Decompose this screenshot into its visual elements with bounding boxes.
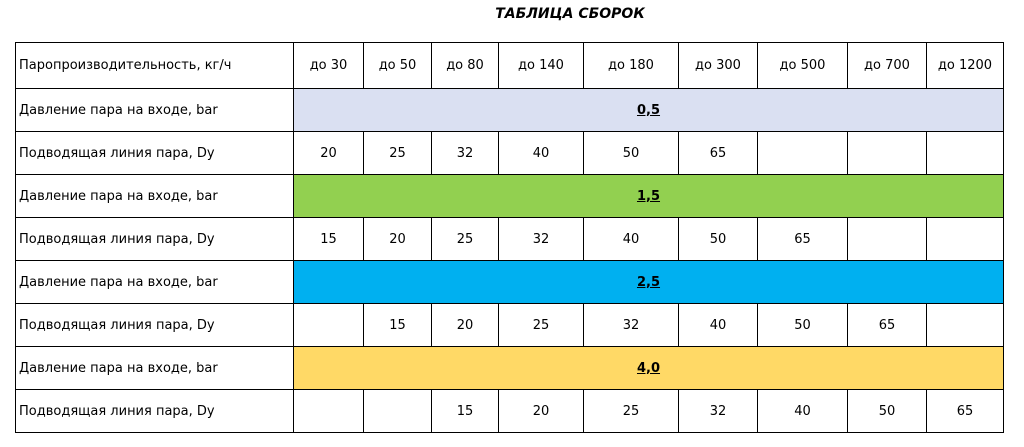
cell (926, 303, 1004, 347)
cell: 50 (583, 131, 679, 175)
row-label: Давление пара на входе, bar (15, 88, 294, 132)
cell: 65 (678, 131, 758, 175)
row-label: Подводящая линия пара, Dy (15, 131, 294, 175)
row-label: Подводящая линия пара, Dy (15, 389, 294, 433)
row-label: Подводящая линия пара, Dy (15, 217, 294, 261)
header-cell: до 80 (431, 42, 499, 89)
header-label: Паропроизводительность, кг/ч (15, 42, 294, 89)
cell: 25 (431, 217, 499, 261)
pressure-value: 2,5 (293, 260, 1004, 304)
row: Давление пара на входе, bar 2,5 (15, 260, 1004, 304)
cell: 40 (583, 217, 679, 261)
header-cell: до 700 (847, 42, 927, 89)
row-label: Давление пара на входе, bar (15, 260, 294, 304)
cell: 20 (431, 303, 499, 347)
row: Подводящая линия пара, Dy 15 20 25 32 40 50 65 (15, 217, 1004, 261)
cell (293, 303, 364, 347)
cell: 50 (847, 389, 927, 433)
cell: 25 (363, 131, 432, 175)
row: Подводящая линия пара, Dy 15 20 25 32 40 50 65 (15, 389, 1004, 433)
header-cell: до 50 (363, 42, 432, 89)
header-cell: до 140 (498, 42, 584, 89)
cell: 65 (847, 303, 927, 347)
cell: 32 (678, 389, 758, 433)
cell (363, 389, 432, 433)
cell: 65 (757, 217, 848, 261)
header-row: Паропроизводительность, кг/ч до 30 до 50 до… (15, 42, 1004, 89)
row: Давление пара на входе, bar 1,5 (15, 174, 1004, 218)
title: ТАБЛИЦА СБОРОК (495, 6, 645, 22)
row-label: Подводящая линия пара, Dy (15, 303, 294, 347)
cell: 65 (926, 389, 1004, 433)
header-cell: до 1200 (926, 42, 1004, 89)
cell: 50 (757, 303, 848, 347)
cell (293, 389, 364, 433)
cell: 15 (293, 217, 364, 261)
pressure-value: 1,5 (293, 174, 1004, 218)
row: Подводящая линия пара, Dy 15 20 25 32 40 50 65 (15, 303, 1004, 347)
assembly-table: Паропроизводительность, кг/ч до 30 до 50 до… (15, 42, 1004, 433)
cell: 25 (498, 303, 584, 347)
row: Давление пара на входе, bar 0,5 (15, 88, 1004, 132)
cell: 20 (293, 131, 364, 175)
row: Давление пара на входе, bar 4,0 (15, 346, 1004, 390)
cell: 25 (583, 389, 679, 433)
cell: 15 (431, 389, 499, 433)
cell: 15 (363, 303, 432, 347)
cell: 50 (678, 217, 758, 261)
cell (926, 131, 1004, 175)
cell: 40 (678, 303, 758, 347)
cell: 40 (757, 389, 848, 433)
cell: 32 (583, 303, 679, 347)
pressure-value: 0,5 (293, 88, 1004, 132)
row-label: Давление пара на входе, bar (15, 346, 294, 390)
cell: 20 (363, 217, 432, 261)
cell: 32 (498, 217, 584, 261)
header-cell: до 30 (293, 42, 364, 89)
header-cell: до 500 (757, 42, 848, 89)
cell (926, 217, 1004, 261)
cell: 20 (498, 389, 584, 433)
row-label: Давление пара на входе, bar (15, 174, 294, 218)
cell (847, 217, 927, 261)
cell (757, 131, 848, 175)
header-cell: до 180 (583, 42, 679, 89)
pressure-value: 4,0 (293, 346, 1004, 390)
cell: 32 (431, 131, 499, 175)
row: Подводящая линия пара, Dy 20 25 32 40 50 65 (15, 131, 1004, 175)
cell (847, 131, 927, 175)
cell: 40 (498, 131, 584, 175)
header-cell: до 300 (678, 42, 758, 89)
